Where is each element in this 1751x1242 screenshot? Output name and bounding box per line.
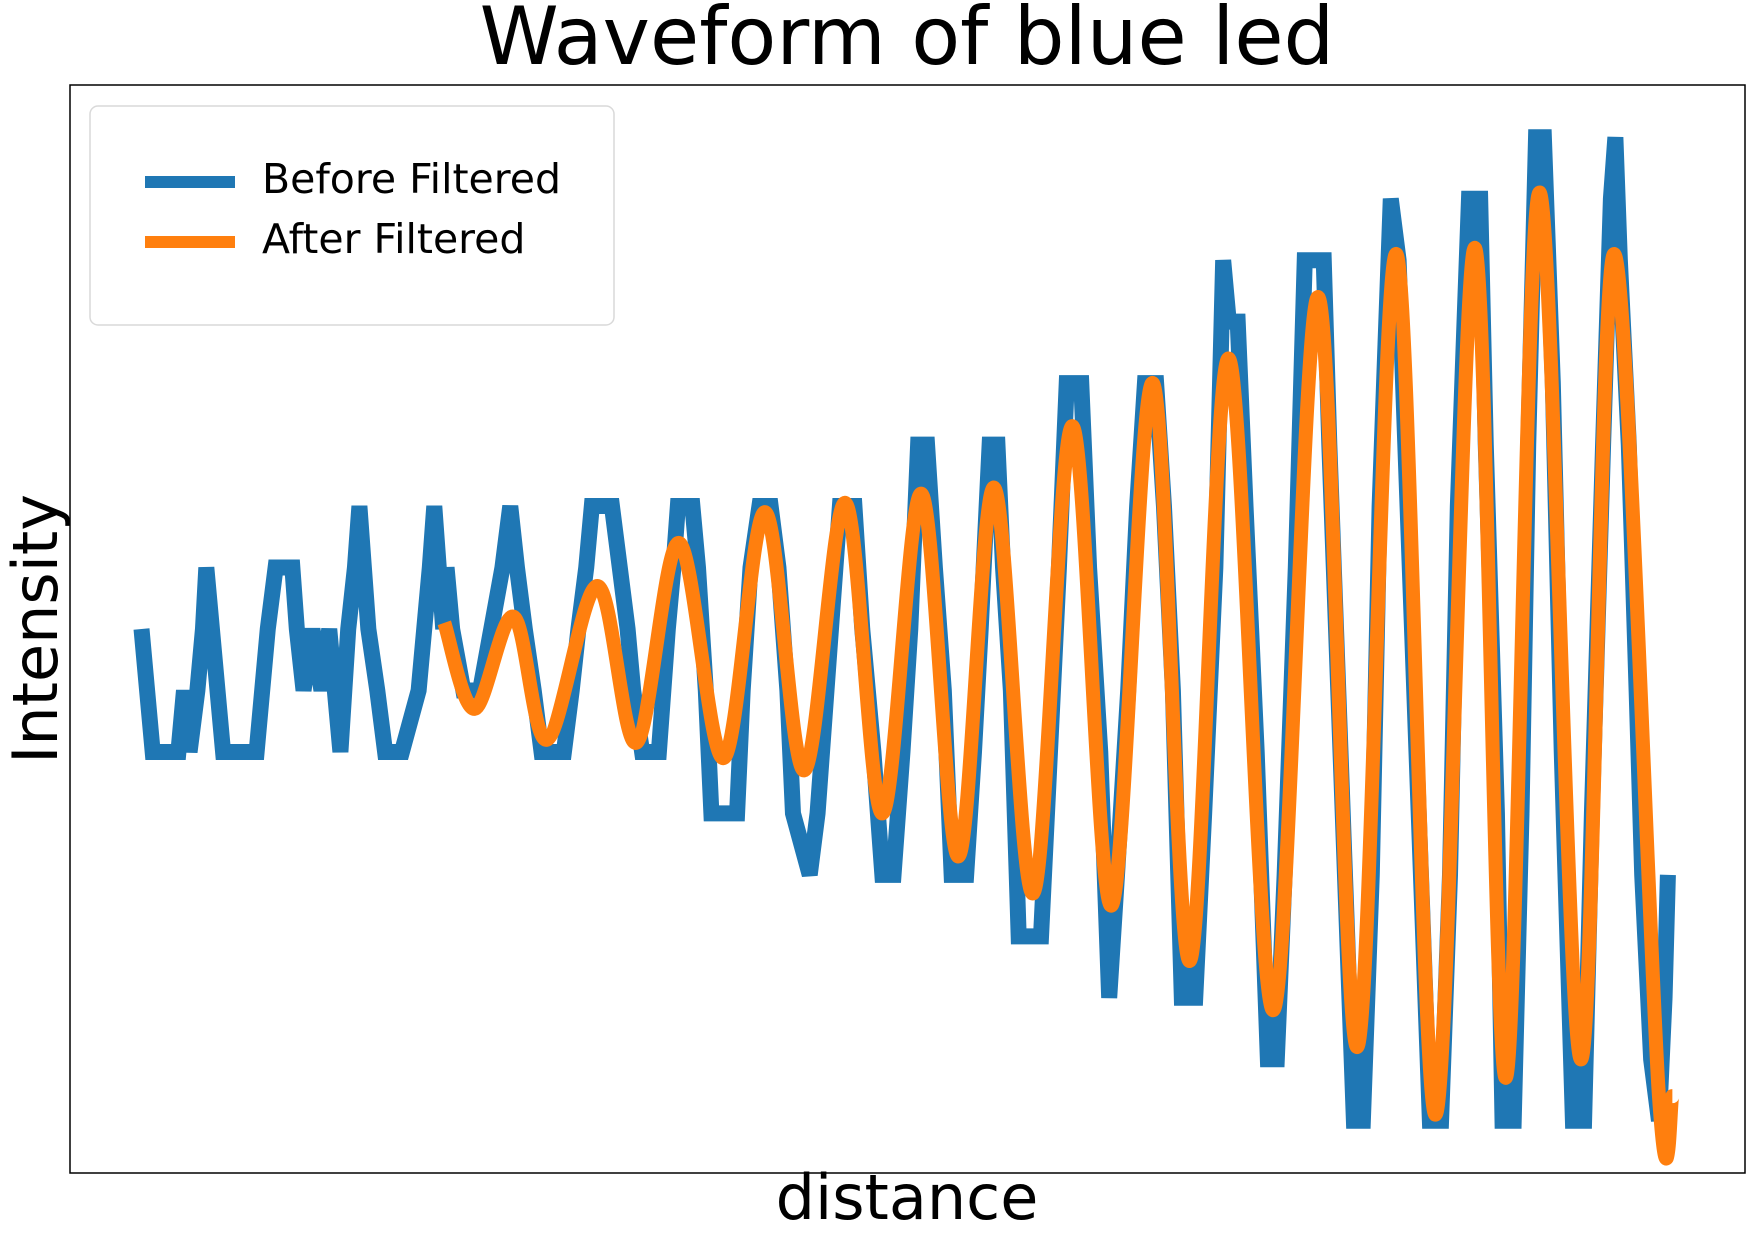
chart-title: Waveform of blue led bbox=[480, 0, 1335, 83]
legend-box bbox=[89, 105, 615, 326]
y-axis-label: Intensity bbox=[0, 494, 72, 764]
series-line bbox=[133, 129, 1676, 1129]
plot-frame bbox=[69, 84, 1746, 1174]
legend: Before Filtered After Filtered bbox=[89, 105, 615, 326]
plot-area bbox=[133, 129, 1680, 1166]
legend-label: Before Filtered bbox=[262, 155, 561, 203]
x-axis-label: distance bbox=[776, 1161, 1039, 1234]
legend-label: After Filtered bbox=[262, 215, 525, 263]
series-line bbox=[437, 185, 1680, 1166]
